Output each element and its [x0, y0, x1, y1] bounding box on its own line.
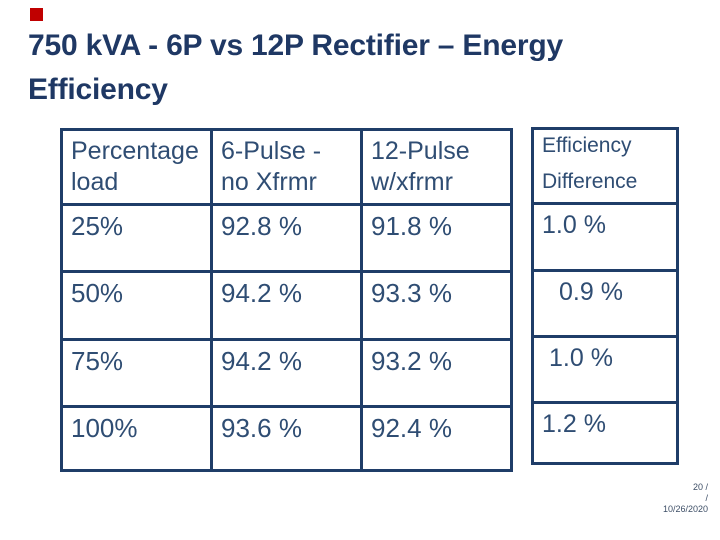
diff-value-100: 1.2 % — [534, 401, 676, 462]
column-header-12-pulse: 12-Pulse w/xfrmr — [360, 128, 513, 206]
cell-load: 25% — [60, 203, 213, 273]
red-accent-square — [30, 8, 43, 21]
cell-6-pulse: 94.2 % — [210, 270, 363, 341]
slide-title: 750 kVA - 6P vs 12P Rectifier – Energy E… — [28, 29, 563, 106]
header-line: 12-Pulse — [371, 137, 470, 165]
cell-12-pulse: 93.3 % — [360, 270, 513, 341]
cell-load: 50% — [60, 270, 213, 341]
diff-value-25: 1.0 % — [534, 202, 676, 269]
efficiency-difference-box: Efficiency Difference 1.0 % 0.9 % 1.0 % … — [531, 127, 679, 465]
header-line: w/xfrmr — [371, 168, 453, 196]
column-header-percentage-load: Percentage load — [60, 128, 213, 206]
diff-value-75: 1.0 % — [534, 335, 676, 401]
cell-load: 100% — [60, 405, 213, 472]
column-header-6-pulse: 6-Pulse - no Xfrmr — [210, 128, 363, 206]
table-row: 50% 94.2 % 93.3 % — [60, 270, 513, 341]
header-line: load — [71, 168, 119, 196]
cell-6-pulse: 92.8 % — [210, 203, 363, 273]
table-row: 25% 92.8 % 91.8 % — [60, 203, 513, 273]
cell-6-pulse: 93.6 % — [210, 405, 363, 472]
cell-6-pulse: 94.2 % — [210, 338, 363, 408]
diff-header-line2: Difference — [542, 170, 638, 193]
slide-footer: 20 / / 10/26/2020 — [663, 482, 708, 515]
efficiency-difference-header: Efficiency Difference — [534, 130, 676, 202]
cell-12-pulse: 91.8 % — [360, 203, 513, 273]
cell-12-pulse: 93.2 % — [360, 338, 513, 408]
efficiency-comparison-table: Percentage load 6-Pulse - no Xfrmr 12-Pu… — [60, 128, 513, 472]
cell-12-pulse: 92.4 % — [360, 405, 513, 472]
table-row: 75% 94.2 % 93.2 % — [60, 338, 513, 408]
cell-load: 75% — [60, 338, 213, 408]
header-line: no Xfrmr — [221, 168, 317, 196]
footer-separator: / — [705, 493, 708, 503]
footer-date: 10/26/2020 — [662, 504, 708, 514]
header-line: Percentage — [71, 137, 199, 165]
footer-page-number: 20 / — [692, 482, 708, 492]
diff-value-50: 0.9 % — [534, 269, 676, 335]
header-line: 6-Pulse - — [221, 137, 322, 165]
table-row: 100% 93.6 % 92.4 % — [60, 405, 513, 472]
diff-header-line1: Efficiency — [542, 134, 632, 157]
table-header-row: Percentage load 6-Pulse - no Xfrmr 12-Pu… — [60, 128, 513, 206]
